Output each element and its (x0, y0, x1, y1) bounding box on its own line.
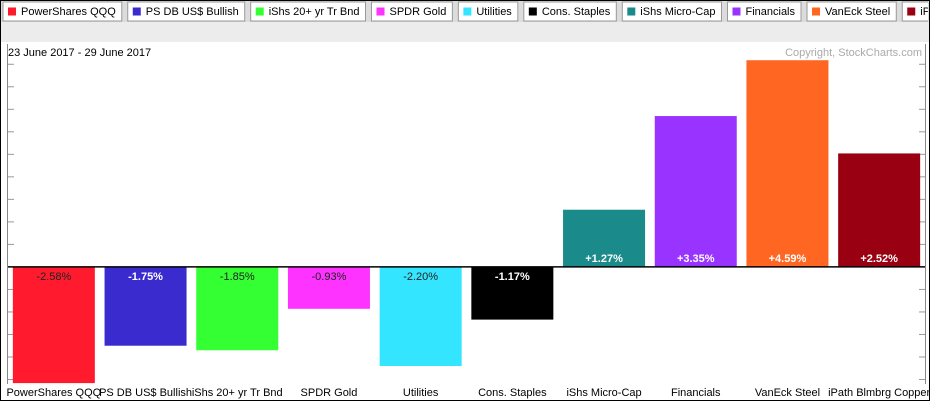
legend-label: SPDR Gold (390, 6, 447, 18)
bar (12, 266, 95, 384)
value-label: -1.85% (220, 271, 255, 283)
legend-box (726, 1, 802, 22)
legend-box (2, 1, 123, 22)
legend-box (371, 1, 453, 22)
legend-swatch (132, 7, 141, 16)
legend-label: VanEck Steel (825, 6, 890, 18)
value-label: -2.20% (403, 271, 438, 283)
bar (563, 209, 646, 267)
legend-label: PS DB US$ Bullish (146, 6, 239, 18)
bar (471, 266, 554, 320)
legend-label: iShs 20+ yr Tr Bnd (269, 6, 360, 18)
x-tick-label: SPDR Gold (301, 387, 358, 399)
legend-label: iShs Micro-Cap (640, 6, 715, 18)
bar (379, 266, 462, 366)
legend-swatch (255, 7, 264, 16)
x-tick-label: iShs Micro-Cap (566, 387, 641, 399)
legend-box (457, 1, 519, 22)
value-label: -0.93% (312, 271, 347, 283)
legend-swatch (376, 7, 385, 16)
bar (196, 266, 279, 351)
x-tick-label: Cons. Staples (478, 387, 547, 399)
copyright: Copyright, StockCharts.com (785, 47, 922, 59)
x-tick-label: VanEck Steel (755, 387, 820, 399)
legend-swatch (463, 7, 472, 16)
legend-swatch (907, 7, 916, 16)
value-label: -1.75% (128, 271, 163, 283)
value-label: +4.59% (769, 253, 807, 265)
legend-swatch (732, 7, 741, 16)
bar (654, 116, 737, 267)
value-label: +3.35% (677, 253, 715, 265)
value-label: -1.17% (495, 271, 530, 283)
x-tick-label: Financials (671, 387, 721, 399)
legend-box (806, 1, 897, 22)
bar (746, 60, 829, 267)
value-label: +2.52% (860, 253, 898, 265)
bar (838, 153, 921, 267)
x-tick-label: Utilities (403, 387, 439, 399)
legend-box (621, 1, 722, 22)
legend-swatch (8, 7, 16, 16)
legend-swatch (812, 7, 821, 16)
legend-box (127, 1, 246, 22)
legend-swatch (627, 7, 636, 16)
header-band (1, 22, 929, 42)
x-tick-label: iShs 20+ yr Tr Bnd (192, 387, 283, 399)
legend-label: PowerShares QQQ (21, 6, 116, 18)
value-label: -2.58% (36, 271, 71, 283)
x-tick-label: iPath Blmbrg Copper (828, 387, 930, 399)
value-label: +1.27% (585, 253, 623, 265)
legend-label: Cons. Staples (542, 6, 611, 18)
x-tick-label: PS DB US$ Bullish (99, 387, 192, 399)
bar (104, 266, 187, 346)
legend-box (523, 1, 617, 22)
legend-label: iPath Blmbrg Copper (920, 6, 932, 18)
legend-box (250, 1, 366, 22)
legend-label: Financials (745, 6, 795, 18)
bar (287, 266, 370, 309)
date-range: 23 June 2017 - 29 June 2017 (8, 47, 151, 59)
legend-swatch (528, 7, 537, 16)
legend-label: Utilities (476, 6, 512, 18)
legend: PowerShares QQQ PS DB US$ Bullish iShs 20+… (2, 1, 932, 22)
x-tick-label: PowerShares QQQ (6, 387, 101, 399)
